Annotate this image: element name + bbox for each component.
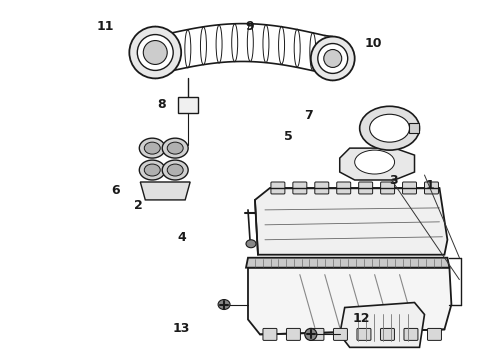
Ellipse shape: [369, 114, 410, 142]
Text: 4: 4: [177, 231, 186, 244]
Ellipse shape: [324, 50, 342, 67]
Text: 3: 3: [389, 174, 398, 186]
Text: 5: 5: [284, 130, 293, 144]
Ellipse shape: [137, 35, 173, 71]
Ellipse shape: [311, 37, 355, 80]
Polygon shape: [255, 188, 447, 255]
Polygon shape: [340, 302, 424, 347]
FancyBboxPatch shape: [293, 182, 307, 194]
Polygon shape: [248, 268, 451, 334]
Text: 9: 9: [245, 21, 254, 33]
FancyBboxPatch shape: [359, 182, 372, 194]
Text: 6: 6: [111, 184, 120, 197]
FancyBboxPatch shape: [380, 328, 394, 340]
FancyBboxPatch shape: [315, 182, 329, 194]
Ellipse shape: [246, 240, 256, 248]
FancyBboxPatch shape: [263, 328, 277, 340]
FancyBboxPatch shape: [403, 182, 416, 194]
Ellipse shape: [162, 138, 188, 158]
FancyBboxPatch shape: [271, 182, 285, 194]
FancyBboxPatch shape: [357, 328, 371, 340]
Ellipse shape: [139, 160, 165, 180]
Bar: [409, 123, 418, 133]
Polygon shape: [246, 258, 449, 268]
Bar: [178, 97, 198, 113]
Ellipse shape: [318, 44, 348, 73]
Ellipse shape: [143, 41, 167, 64]
Ellipse shape: [167, 142, 183, 154]
Ellipse shape: [162, 160, 188, 180]
Text: 1: 1: [426, 179, 435, 192]
Ellipse shape: [139, 138, 165, 158]
Ellipse shape: [144, 164, 160, 176]
FancyBboxPatch shape: [381, 182, 394, 194]
Ellipse shape: [360, 106, 419, 150]
Ellipse shape: [355, 150, 394, 174]
Text: 12: 12: [352, 311, 370, 325]
Polygon shape: [340, 148, 415, 180]
Text: 8: 8: [158, 98, 166, 111]
Text: 11: 11: [97, 21, 115, 33]
Polygon shape: [140, 182, 190, 200]
Ellipse shape: [305, 328, 317, 340]
Text: 7: 7: [304, 109, 313, 122]
Ellipse shape: [129, 27, 181, 78]
Ellipse shape: [167, 164, 183, 176]
Ellipse shape: [144, 142, 160, 154]
FancyBboxPatch shape: [404, 328, 418, 340]
FancyBboxPatch shape: [427, 328, 441, 340]
Text: 10: 10: [365, 37, 382, 50]
Text: 13: 13: [173, 322, 190, 335]
FancyBboxPatch shape: [424, 182, 439, 194]
FancyBboxPatch shape: [337, 182, 351, 194]
FancyBboxPatch shape: [287, 328, 300, 340]
Ellipse shape: [218, 300, 230, 310]
FancyBboxPatch shape: [334, 328, 347, 340]
Text: 2: 2: [134, 199, 143, 212]
FancyBboxPatch shape: [310, 328, 324, 340]
